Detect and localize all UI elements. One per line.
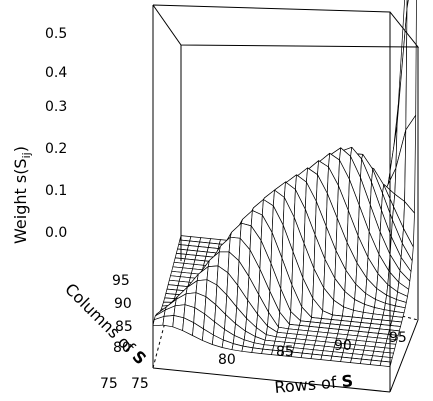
z-axis-title: Weight s(Sij) bbox=[11, 146, 33, 244]
surface-cell bbox=[229, 222, 242, 239]
z-tick-label: 0.0 bbox=[45, 225, 67, 241]
x-tick-label: 85 bbox=[276, 344, 294, 360]
z-tick-label: 0.4 bbox=[45, 65, 67, 81]
surface-cell bbox=[379, 360, 392, 367]
box-edge bbox=[389, 319, 419, 393]
y-tick-label: 85 bbox=[115, 319, 133, 335]
x-tick-label: 80 bbox=[218, 352, 236, 368]
box-top bbox=[152, 4, 420, 48]
z-tick-label: 0.1 bbox=[45, 183, 67, 199]
surface-cell bbox=[300, 352, 313, 359]
y-axis-title: Columns of S bbox=[61, 279, 150, 368]
surface-cell bbox=[340, 356, 353, 363]
x-axis-ticks: 75 80 85 90 95 bbox=[131, 330, 407, 392]
surface-cell bbox=[360, 358, 372, 365]
y-tick-label: 95 bbox=[112, 273, 130, 289]
surface-cell bbox=[369, 359, 382, 366]
z-axis-ticks: 0.0 0.1 0.2 0.3 0.4 0.5 bbox=[45, 26, 67, 241]
surface-cell bbox=[350, 357, 362, 364]
box-edge bbox=[152, 367, 391, 393]
x-tick-label: 75 bbox=[131, 376, 149, 392]
surface-cell bbox=[310, 353, 323, 360]
z-tick-label: 0.5 bbox=[45, 26, 67, 42]
y-axis-ticks: 75 80 85 90 95 bbox=[100, 273, 133, 392]
x-tick-label: 90 bbox=[334, 338, 352, 354]
surface-mesh bbox=[152, 0, 417, 367]
surface-cell bbox=[320, 354, 333, 361]
bounding-box bbox=[152, 4, 420, 393]
surface-cell bbox=[404, 114, 417, 214]
surface-cell bbox=[405, 0, 417, 131]
y-tick-label: 75 bbox=[100, 376, 118, 392]
surface-cell bbox=[251, 347, 264, 354]
surface-cell bbox=[162, 315, 175, 328]
y-tick-label: 90 bbox=[114, 296, 132, 312]
surface-cell bbox=[261, 348, 274, 355]
surface-cell bbox=[172, 315, 185, 331]
y-tick-label: 80 bbox=[113, 340, 131, 356]
z-tick-label: 0.3 bbox=[45, 99, 67, 115]
x-tick-label: 95 bbox=[389, 330, 407, 346]
surface-cell bbox=[330, 355, 343, 362]
z-tick-label: 0.2 bbox=[45, 141, 67, 157]
x-axis-title: Rows of S bbox=[274, 371, 354, 397]
